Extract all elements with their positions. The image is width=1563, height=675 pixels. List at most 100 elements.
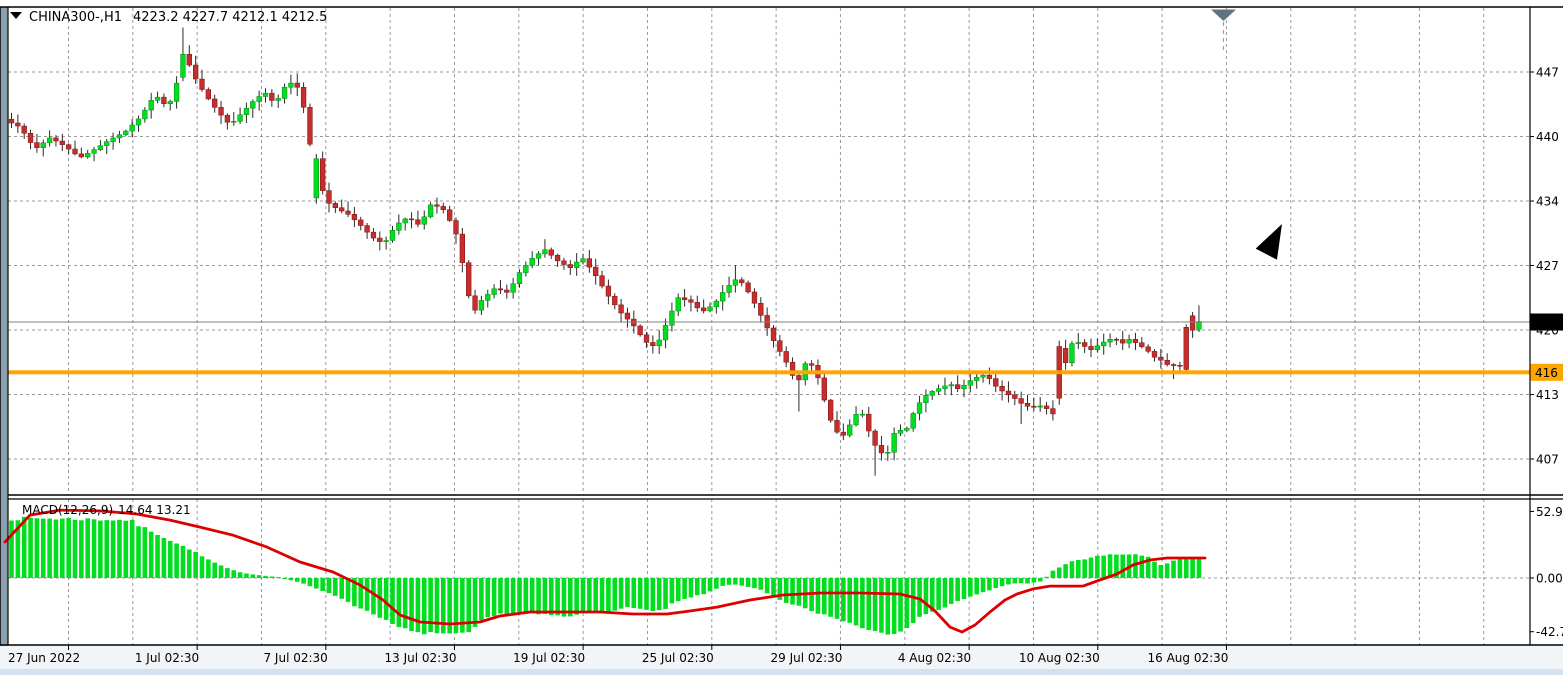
arrow-head [1255,224,1282,260]
chart-title: CHINA300-,H1 4223.2 4227.7 4212.1 4212.5 [29,10,327,25]
time-tick-label: 4 Aug 02:30 [898,651,971,665]
macd-histogram-bar [987,578,992,591]
candle-body [580,258,586,263]
macd-histogram-bar [1101,555,1106,578]
candle-body [205,89,211,100]
candle-body [370,231,377,239]
candle-body [866,413,872,432]
macd-histogram-bar [1082,559,1087,578]
macd-tick-label: 0.00 [1536,572,1563,586]
candle-body [269,92,275,101]
macd-histogram-bar [682,578,687,599]
candle-body [15,122,21,127]
candle-body [142,109,148,120]
time-tick-label: 10 Aug 02:30 [1019,651,1100,665]
symbol-period-label: CHINA300-,H1 [29,10,122,25]
support-resistance-line[interactable] [8,370,1530,375]
candle-body [948,384,954,387]
candlestick-series[interactable] [8,27,1202,476]
candle-body [1113,338,1120,341]
candle-body [91,149,97,154]
chart-shift-marker[interactable] [1211,9,1236,53]
candle-body [1031,406,1037,408]
macd-label-group: MACD(12,26,9) 14.64 13.21 [22,503,191,517]
shift-marker-icon[interactable] [1211,9,1236,22]
candle-body [529,257,535,266]
candle-body [891,433,897,453]
macd-histogram-bar [637,578,643,609]
candle-body [1107,338,1113,343]
macd-histogram-bar [720,578,725,586]
candle-body [789,361,796,376]
candle-body [478,300,485,311]
candle-body [1101,341,1107,347]
candle-body [281,86,288,99]
macd-histogram-bar [47,518,52,578]
candle-body [466,262,472,297]
macd-histogram-bar [326,578,332,594]
candle-body [447,209,453,221]
macd-histogram-bar [218,565,224,578]
candle-body [180,54,186,78]
candle-body [1196,321,1202,330]
macd-histogram-bar [307,578,313,587]
macd-histogram-bar [288,578,294,581]
macd-histogram-bar [250,574,256,578]
candle-body [364,225,370,233]
macd-histogram-bar [536,578,541,615]
macd-histogram-bar [517,578,522,614]
price-tick-label: 440 [1536,130,1559,144]
candle-body [243,107,250,115]
macd-histogram-bar [999,578,1005,587]
macd-histogram-bar [752,578,757,589]
candle-body [46,137,53,144]
macd-indicator-label: MACD(12,26,9) 14.64 13.21 [22,503,191,517]
macd-histogram-bar [606,578,611,613]
candle-body [421,216,427,225]
candle-body [554,254,561,262]
candle-body [497,288,504,291]
candle-body [777,340,783,352]
macd-histogram-bar [1145,556,1151,578]
macd-histogram-bar [847,578,852,623]
price-tick-label: 407 [1536,452,1559,466]
macd-histogram-bar [15,520,21,578]
macd-histogram-bar [523,578,529,613]
macd-histogram-bar [733,578,738,585]
candle-body [574,261,580,268]
candle-body [383,240,389,242]
macd-histogram-bar [79,520,84,578]
macd-histogram-bar [828,578,833,617]
candle-body [85,153,91,158]
candle-body [1120,339,1126,344]
macd-histogram-bar [612,578,618,611]
symbol-dropdown-icon [10,12,22,19]
macd-histogram-bar [974,578,979,595]
macd-name: MACD(12,26,9) [22,503,113,517]
candle-body [402,218,408,224]
candle-body [516,272,523,285]
macd-histogram-bar [714,578,719,589]
macd-histogram-bar [898,578,903,632]
candle-body [808,363,815,366]
candle-body [1177,365,1183,367]
candle-body [758,302,764,316]
candle-body [707,306,713,312]
candle-body [250,101,256,109]
candle-body [929,391,935,396]
macd-histogram-bar [1171,560,1176,578]
candle-body [745,282,751,293]
macd-histogram-bar [758,578,764,590]
candle-body [72,148,78,155]
macd-histogram-bar [98,520,103,578]
macd-histogram-bar [301,578,306,584]
candle-body [599,275,605,287]
candle-body [542,249,548,255]
macd-pane[interactable] [3,508,1207,635]
trend-arrow[interactable] [1202,224,1282,378]
support-line[interactable] [8,370,1530,375]
macd-histogram-bar [212,562,217,578]
macd-histogram-bar [834,578,840,619]
support-price-badge [1530,363,1563,381]
macd-histogram-bar [904,578,910,628]
